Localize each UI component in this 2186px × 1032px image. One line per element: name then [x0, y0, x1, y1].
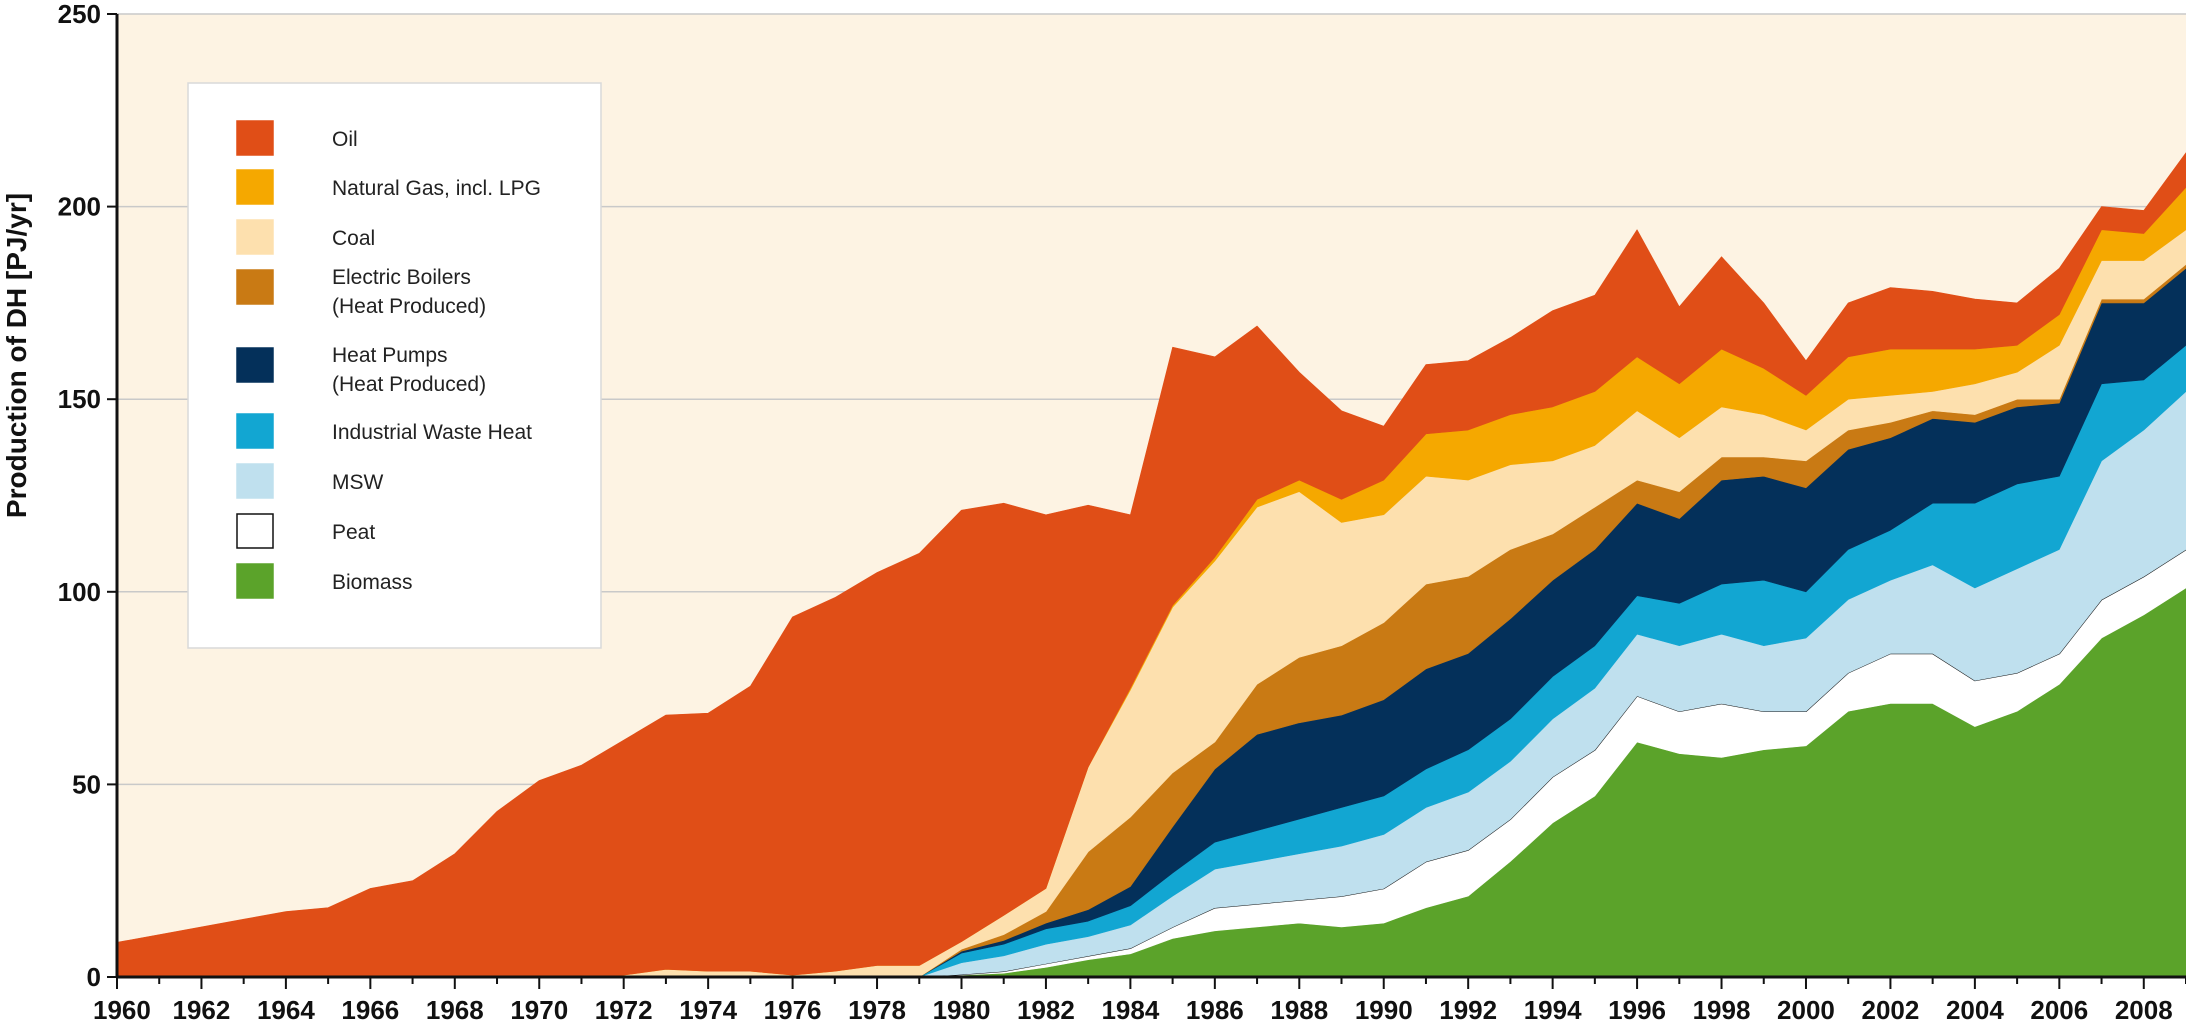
x-tick-label: 2004 [1946, 995, 2004, 1025]
legend-label: Coal [332, 227, 375, 250]
y-tick-label: 150 [58, 384, 101, 414]
y-axis-title: Production of DH [PJ/yr] [1, 193, 32, 518]
y-tick-label: 100 [58, 577, 101, 607]
legend-swatch [236, 413, 274, 449]
x-tick-label: 1990 [1355, 995, 1413, 1025]
x-tick-label: 2002 [1862, 995, 1920, 1025]
area-oil [116, 152, 2186, 978]
legend-swatch [236, 219, 274, 255]
x-tick-label: 1994 [1524, 995, 1582, 1025]
x-tick-label: 1978 [848, 995, 906, 1025]
x-tick-label: 1988 [1270, 995, 1328, 1025]
axes: 0 50 100 150 200 250 1960 1962 1964 1966 1968 1970 1… [58, 0, 2186, 1025]
x-tick-label: 1972 [595, 995, 653, 1025]
x-tick-label: 1968 [426, 995, 484, 1025]
x-tick-label: 2000 [1777, 995, 1835, 1025]
x-tick-label: 1960 [93, 995, 151, 1025]
legend-label: Electric Boilers [332, 266, 471, 289]
x-tick-label: 1992 [1439, 995, 1497, 1025]
legend: Oil Natural Gas, incl. LPG Coal Electric Bo… [187, 82, 602, 649]
x-tick-label: 1976 [764, 995, 822, 1025]
y-tick-label: 50 [72, 769, 101, 799]
x-tick-label: 1982 [1017, 995, 1075, 1025]
x-tick-label: 1974 [679, 995, 737, 1025]
legend-swatch [236, 269, 274, 305]
x-tick-label: 2006 [2030, 995, 2088, 1025]
x-tick-label: 1984 [1101, 995, 1159, 1025]
legend-swatch [236, 169, 274, 205]
x-tick-label: 1962 [173, 995, 231, 1025]
legend-label: (Heat Produced) [332, 295, 486, 318]
x-tick-label: 1996 [1608, 995, 1666, 1025]
legend-label: Industrial Waste Heat [332, 421, 532, 444]
legend-swatch [236, 120, 274, 156]
legend-swatch [236, 513, 274, 549]
x-tick-label: 2008 [2115, 995, 2173, 1025]
legend-label: Natural Gas, incl. LPG [332, 177, 541, 200]
legend-label: Oil [332, 128, 358, 151]
y-tick-label: 200 [58, 192, 101, 222]
legend-label: Biomass [332, 571, 413, 594]
x-tick-label: 1986 [1186, 995, 1244, 1025]
y-tick-label: 250 [58, 0, 101, 29]
legend-swatch [236, 347, 274, 383]
legend-swatch [236, 463, 274, 499]
y-tick-label: 0 [87, 962, 101, 992]
legend-swatch [236, 563, 274, 599]
legend-label: Peat [332, 521, 375, 544]
legend-label: MSW [332, 471, 384, 494]
x-tick-label: 1970 [510, 995, 568, 1025]
legend-label: Heat Pumps [332, 344, 448, 367]
x-tick-label: 1964 [257, 995, 315, 1025]
x-tick-label: 1998 [1693, 995, 1751, 1025]
x-tick-label: 1966 [341, 995, 399, 1025]
legend-label: (Heat Produced) [332, 373, 486, 396]
x-tick-label: 1980 [933, 995, 991, 1025]
